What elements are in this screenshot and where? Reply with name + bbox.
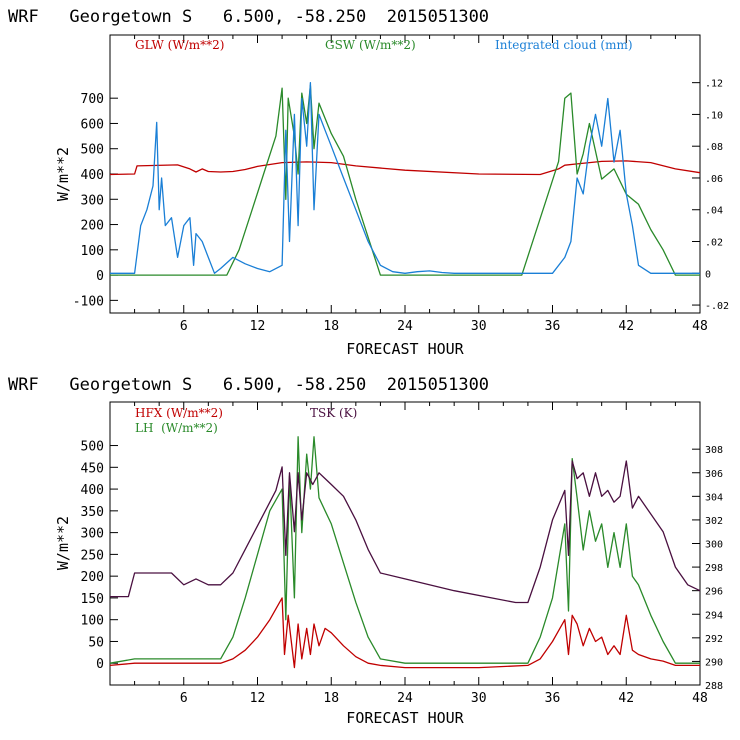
y-tick-label: 200 [81, 570, 104, 585]
series-line-glw [109, 160, 701, 176]
y2-tick-label: .04 [705, 206, 723, 217]
heat-flux-chart: WRF Georgetown S 6.500, -58.250 20150513… [8, 375, 723, 727]
y2-tick-label: 302 [705, 516, 723, 527]
x-tick-label: 18 [323, 691, 339, 706]
y-tick-label: 150 [81, 592, 104, 607]
y-tick-label: 200 [81, 219, 104, 234]
y2-tick-label: .02 [705, 238, 723, 249]
y-tick-label: 500 [81, 143, 104, 158]
x-tick-label: 30 [471, 691, 487, 706]
x-tick-label: 36 [545, 319, 561, 334]
legend-tsk: TSK (K) [310, 406, 357, 420]
y-tick-label: 400 [81, 483, 104, 498]
y2-tick-label: .08 [705, 142, 723, 153]
y2-tick-label: 304 [705, 492, 723, 503]
y-tick-label: 500 [81, 440, 104, 455]
series-line-hfx [109, 597, 700, 669]
y-tick-label: 300 [81, 193, 104, 208]
y2-tick-label: 290 [705, 657, 723, 668]
y-tick-label: 300 [81, 527, 104, 542]
y-tick-label: 50 [88, 635, 104, 650]
chart-title: WRF Georgetown S 6.500, -58.250 20150513… [8, 7, 489, 27]
x-tick-label: 18 [323, 319, 339, 334]
y2-tick-label: 294 [705, 610, 723, 621]
y-tick-label: -100 [73, 294, 104, 309]
x-tick-label: 48 [692, 319, 708, 334]
chart-title: WRF Georgetown S 6.500, -58.250 20150513… [8, 375, 489, 395]
series-line-gsw [110, 84, 700, 276]
x-tick-label: 48 [692, 691, 708, 706]
y-tick-label: 400 [81, 168, 104, 183]
x-tick-label: 6 [180, 691, 188, 706]
y2-tick-label: 298 [705, 563, 723, 574]
y2-tick-label: 292 [705, 634, 723, 645]
plot-frame [109, 34, 701, 314]
series-line-lh [109, 436, 700, 664]
x-tick-label: 24 [397, 319, 413, 334]
legend-glw: GLW (W/m**2) [135, 38, 224, 52]
y-tick-label: 0 [96, 269, 104, 284]
radiation-cloud-chart: WRF Georgetown S 6.500, -58.250 20150513… [8, 7, 729, 358]
y2-tick-label: 308 [705, 445, 723, 456]
x-tick-label: 42 [618, 319, 634, 334]
x-tick-label: 6 [180, 319, 188, 334]
y2-tick-label: .10 [705, 110, 723, 121]
y-tick-label: 450 [81, 461, 104, 476]
y2-tick-label: 296 [705, 587, 723, 598]
x-axis-label: FORECAST HOUR [346, 340, 464, 358]
series-line-integrated-cloud [110, 82, 700, 274]
legend-hfx: HFX (W/m**2) [135, 406, 223, 420]
y-tick-label: 0 [96, 657, 104, 672]
y2-tick-label: .12 [705, 79, 723, 90]
series-line-tsk [110, 460, 701, 604]
x-tick-label: 36 [545, 691, 561, 706]
y-tick-label: 350 [81, 505, 104, 520]
x-axis-label: FORECAST HOUR [346, 709, 464, 727]
y-tick-label: 700 [81, 92, 104, 107]
y-tick-label: 100 [81, 614, 104, 629]
y2-tick-label: 288 [705, 681, 723, 692]
y-tick-label: 250 [81, 548, 104, 563]
y-tick-label: 600 [81, 117, 104, 132]
x-tick-label: 12 [250, 691, 266, 706]
y2-tick-label: -.02 [705, 301, 729, 312]
legend-lh: LH (W/m**2) [135, 421, 218, 435]
legend-integrated-cloud: Integrated cloud (mm) [495, 38, 633, 52]
x-tick-label: 12 [250, 319, 266, 334]
x-tick-label: 42 [618, 691, 634, 706]
y-axis-label: W/m**2 [54, 147, 72, 201]
y2-tick-label: .06 [705, 174, 723, 185]
x-tick-label: 30 [471, 319, 487, 334]
legend-gsw: GSW (W/m**2) [325, 38, 416, 52]
y2-tick-label: 0 [705, 269, 711, 280]
y2-tick-label: 306 [705, 469, 723, 480]
y2-tick-label: 300 [705, 540, 723, 551]
y-tick-label: 100 [81, 244, 104, 259]
x-tick-label: 24 [397, 691, 413, 706]
y-axis-label: W/m**2 [54, 516, 72, 570]
